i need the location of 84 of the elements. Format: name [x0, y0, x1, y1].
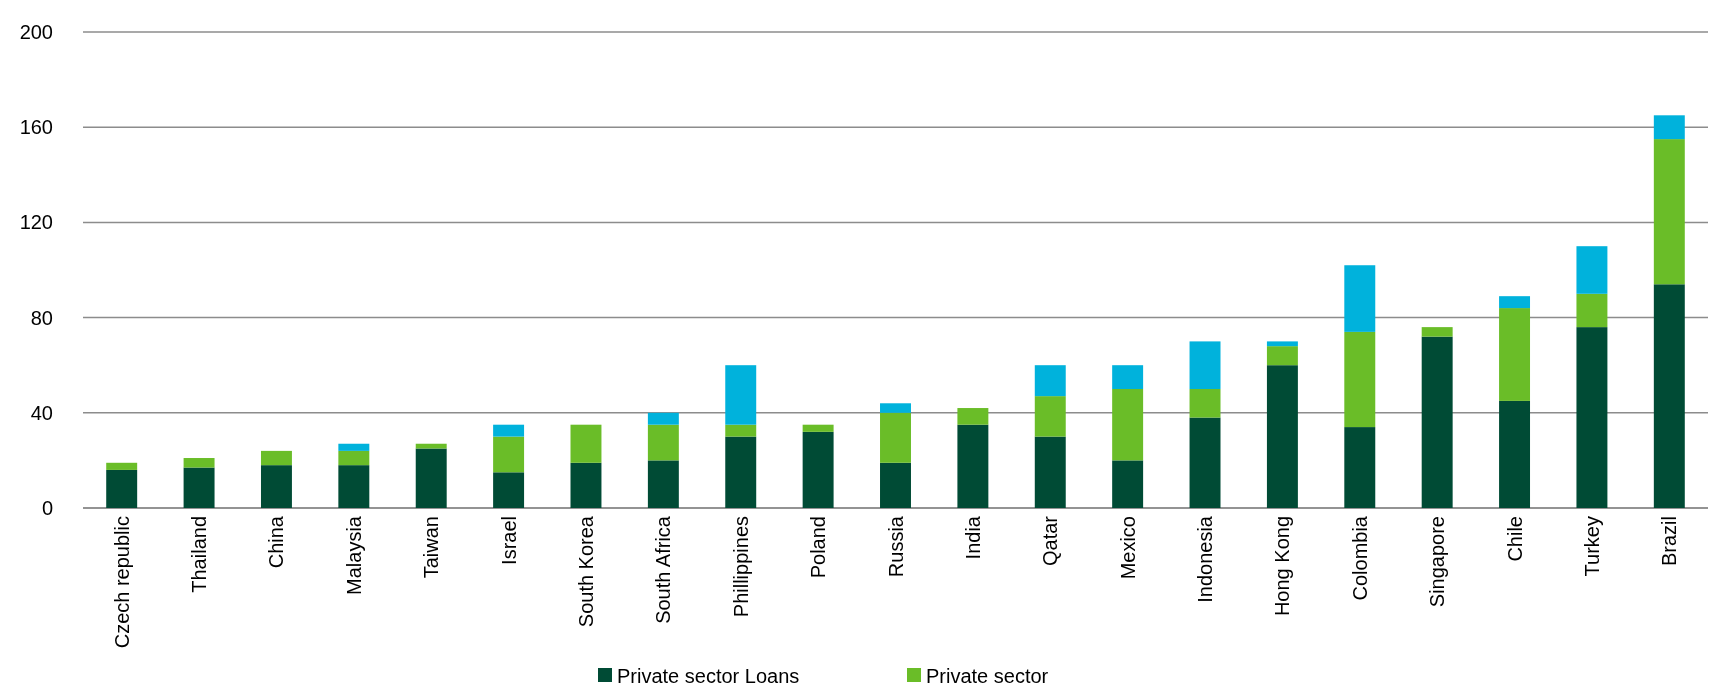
x-tick-label: Turkey	[1580, 516, 1603, 577]
bar	[880, 403, 911, 413]
x-tick-label: Malaysia	[342, 515, 365, 595]
bar	[647, 460, 679, 508]
bar	[1499, 296, 1531, 309]
bar	[802, 431, 834, 508]
x-tick-label: Phillippines	[729, 516, 752, 618]
bar	[802, 424, 834, 432]
bar	[1421, 336, 1453, 508]
y-tick-label: 160	[19, 116, 53, 139]
x-tick-label: Indonesia	[1194, 515, 1217, 603]
bar	[725, 365, 757, 425]
bar	[647, 412, 679, 425]
x-tick-label: Czech republic	[110, 516, 133, 649]
bar	[1266, 341, 1298, 347]
bar	[1576, 246, 1608, 294]
x-tick-label: Russia	[884, 515, 907, 578]
x-tick-label: Brazil	[1658, 516, 1681, 567]
bar	[570, 424, 602, 463]
bar	[570, 462, 602, 508]
bar	[1576, 327, 1608, 508]
bar	[106, 462, 138, 470]
bar	[725, 424, 757, 437]
bar	[1653, 115, 1685, 140]
bar	[880, 462, 911, 508]
x-tick-label: South Africa	[652, 515, 675, 624]
bar	[1266, 365, 1298, 508]
bar	[1034, 436, 1066, 508]
bar	[1344, 331, 1376, 428]
bar	[260, 450, 292, 466]
x-tick-label: Colombia	[1348, 515, 1371, 601]
y-tick-label: 40	[30, 401, 53, 424]
bar	[1189, 341, 1221, 389]
bar	[183, 467, 215, 508]
y-tick-label: 200	[19, 21, 53, 43]
bar	[493, 436, 525, 473]
bar	[415, 448, 447, 508]
x-tick-label: Chile	[1503, 516, 1526, 562]
bar	[1189, 389, 1221, 418]
legend-label: Private sector	[926, 665, 1049, 687]
y-tick-label: 0	[41, 497, 53, 519]
bar	[647, 424, 679, 461]
x-tick-label: India	[961, 515, 984, 560]
x-tick-label: Poland	[807, 516, 830, 579]
y-tick-label: 120	[19, 211, 53, 234]
bar	[880, 412, 911, 463]
x-tick-label: Qatar	[1039, 515, 1062, 567]
x-tick-label: Hong Kong	[1271, 516, 1294, 617]
y-tick-label: 80	[30, 306, 53, 329]
x-tick-label: Israel	[497, 516, 520, 565]
x-tick-label: Singapore	[1426, 516, 1449, 608]
bar	[183, 458, 215, 468]
bar	[1112, 365, 1144, 389]
bar	[1344, 265, 1376, 332]
bar	[1266, 346, 1298, 366]
bar	[1653, 284, 1685, 508]
legend-label: Private sector Loans	[617, 665, 800, 687]
bar	[1421, 327, 1453, 337]
bar	[957, 408, 989, 425]
bar	[1112, 389, 1144, 461]
x-tick-label: Thailand	[188, 516, 211, 593]
bar	[338, 450, 370, 466]
bar	[1189, 417, 1221, 508]
bar	[338, 443, 370, 451]
bar	[338, 465, 370, 508]
bar	[1344, 427, 1376, 508]
bar	[957, 424, 989, 508]
bar	[260, 465, 292, 508]
bar	[1034, 365, 1066, 397]
bar	[1034, 396, 1066, 437]
x-tick-label: South Korea	[574, 515, 597, 628]
bar	[1653, 139, 1685, 285]
bar	[1112, 460, 1144, 508]
x-tick-label: Mexico	[1116, 516, 1139, 580]
x-tick-label: Taiwan	[420, 516, 443, 579]
bar	[415, 443, 447, 449]
bar	[1499, 308, 1531, 401]
bar	[493, 424, 525, 437]
bar	[106, 469, 138, 508]
bar	[1499, 400, 1531, 508]
x-tick-label: China	[265, 515, 288, 569]
bar	[493, 472, 525, 508]
bar	[725, 436, 757, 508]
bar	[1576, 293, 1608, 328]
